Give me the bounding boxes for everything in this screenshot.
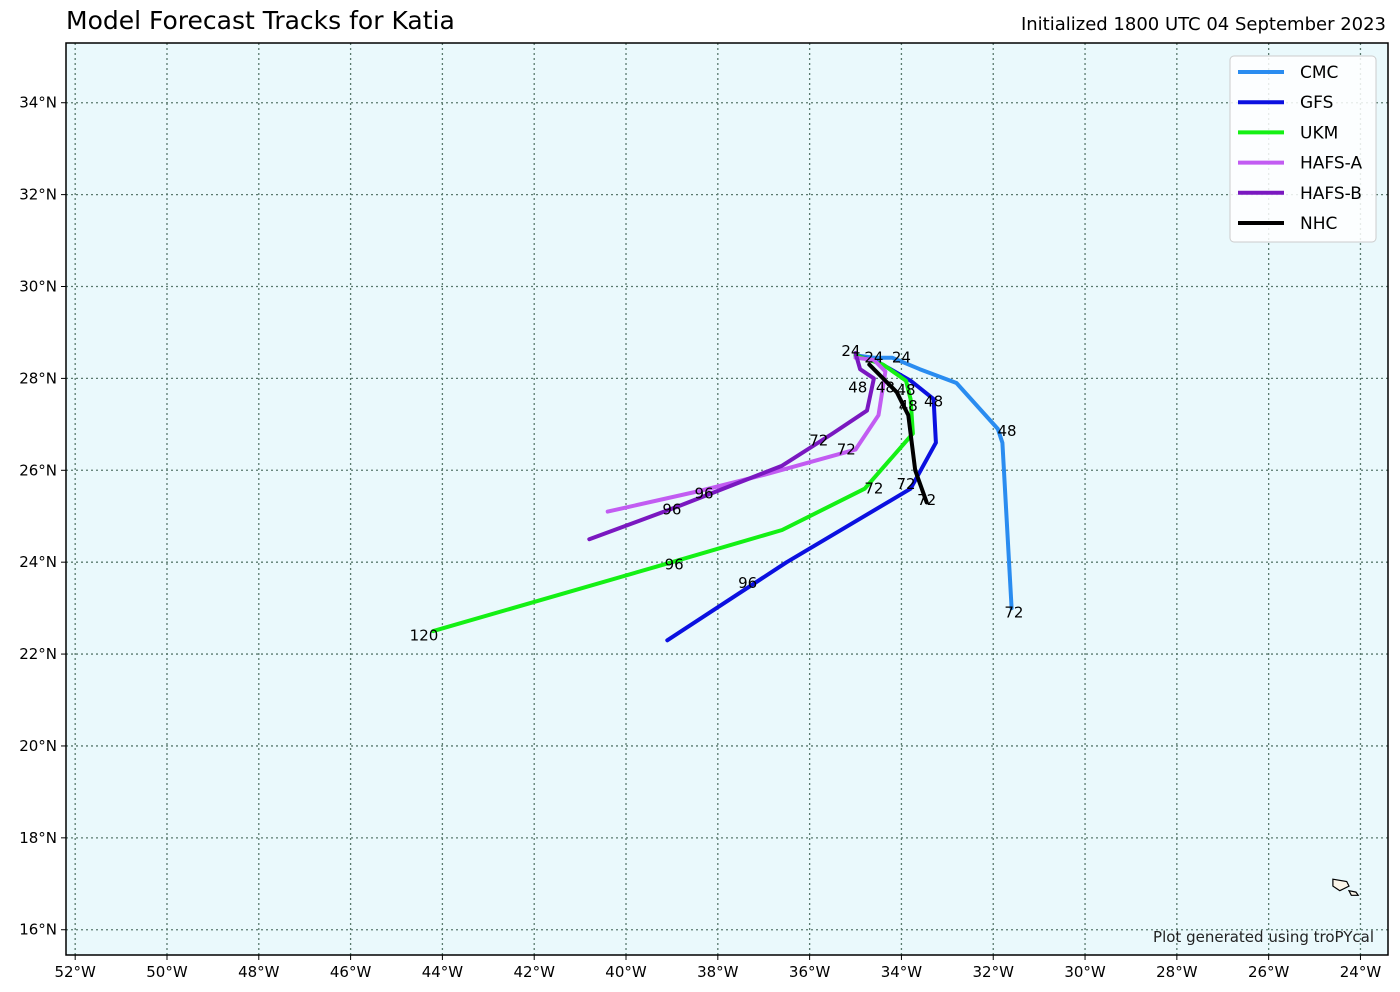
island-shape <box>1347 889 1360 896</box>
x-tick-label: 32°W <box>973 963 1015 981</box>
y-tick-label: 24°N <box>19 553 57 571</box>
forecast-hour-label: 72 <box>837 441 856 459</box>
forecast-hour-label: 96 <box>738 574 757 592</box>
island-shape <box>1332 878 1350 892</box>
forecast-hour-label: 72 <box>864 480 883 498</box>
credit-text: Plot generated using troPYcal <box>1153 928 1374 946</box>
legend-label-gfs: GFS <box>1300 93 1333 113</box>
forecast-hour-label: 24 <box>841 342 860 360</box>
track-line-cmc <box>853 353 1014 611</box>
forecast-hour-label: 96 <box>694 484 713 502</box>
forecast-hour-label: 72 <box>1004 604 1023 622</box>
y-tick-label: 22°N <box>19 645 57 663</box>
legend-label-cmc: CMC <box>1300 63 1338 83</box>
forecast-hour-label: 48 <box>848 379 867 397</box>
forecast-hour-label: 96 <box>665 556 684 574</box>
y-tick-label: 32°N <box>19 186 57 204</box>
legend-label-hafs-a: HAFS-A <box>1300 154 1362 174</box>
track-line-hafs-a <box>605 355 888 514</box>
y-tick-label: 28°N <box>19 369 57 387</box>
x-tick-label: 46°W <box>330 963 372 981</box>
x-tick-label: 34°W <box>881 963 923 981</box>
forecast-hour-label: 96 <box>662 500 681 518</box>
y-tick-label: 30°N <box>19 278 57 296</box>
forecast-hour-label: 120 <box>410 627 439 645</box>
x-tick-label: 50°W <box>146 963 188 981</box>
forecast-hour-label: 48 <box>899 397 918 415</box>
x-tick-label: 40°W <box>605 963 647 981</box>
y-tick-label: 18°N <box>19 829 57 847</box>
x-tick-label: 36°W <box>789 963 831 981</box>
legend-label-nhc: NHC <box>1300 214 1337 234</box>
ocean-background <box>66 43 1388 955</box>
legend-label-hafs-b: HAFS-B <box>1300 184 1362 204</box>
forecast-hour-label: 24 <box>892 349 911 367</box>
map-frame <box>65 42 1389 956</box>
y-tick-label: 26°N <box>19 461 57 479</box>
x-tick-label: 24°W <box>1340 963 1382 981</box>
legend-label-ukm: UKM <box>1300 123 1338 143</box>
forecast-hour-label: 72 <box>809 431 828 449</box>
y-tick-label: 34°N <box>19 94 57 112</box>
x-tick-label: 44°W <box>422 963 464 981</box>
track-line-hafs-b <box>587 351 876 542</box>
forecast-hour-label: 48 <box>876 379 895 397</box>
y-tick-label: 16°N <box>19 921 57 939</box>
x-tick-label: 48°W <box>238 963 280 981</box>
x-tick-label: 38°W <box>697 963 739 981</box>
forecast-hour-label: 48 <box>896 381 915 399</box>
init-time-subtitle: Initialized 1800 UTC 04 September 2023 <box>1020 14 1386 35</box>
x-tick-label: 26°W <box>1248 963 1290 981</box>
forecast-hour-label: 48 <box>997 422 1016 440</box>
x-tick-label: 42°W <box>513 963 555 981</box>
forecast-hour-label: 72 <box>917 491 936 509</box>
track-line-nhc <box>867 362 929 505</box>
y-tick-label: 20°N <box>19 737 57 755</box>
forecast-hour-label: 48 <box>924 392 943 410</box>
map-title: Model Forecast Tracks for Katia <box>66 6 455 35</box>
forecast-hour-label: 24 <box>864 349 883 367</box>
forecast-hour-label: 72 <box>896 475 915 493</box>
x-tick-label: 30°W <box>1064 963 1106 981</box>
x-tick-label: 28°W <box>1156 963 1198 981</box>
track-line-ukm <box>431 353 915 634</box>
x-tick-label: 52°W <box>54 963 96 981</box>
